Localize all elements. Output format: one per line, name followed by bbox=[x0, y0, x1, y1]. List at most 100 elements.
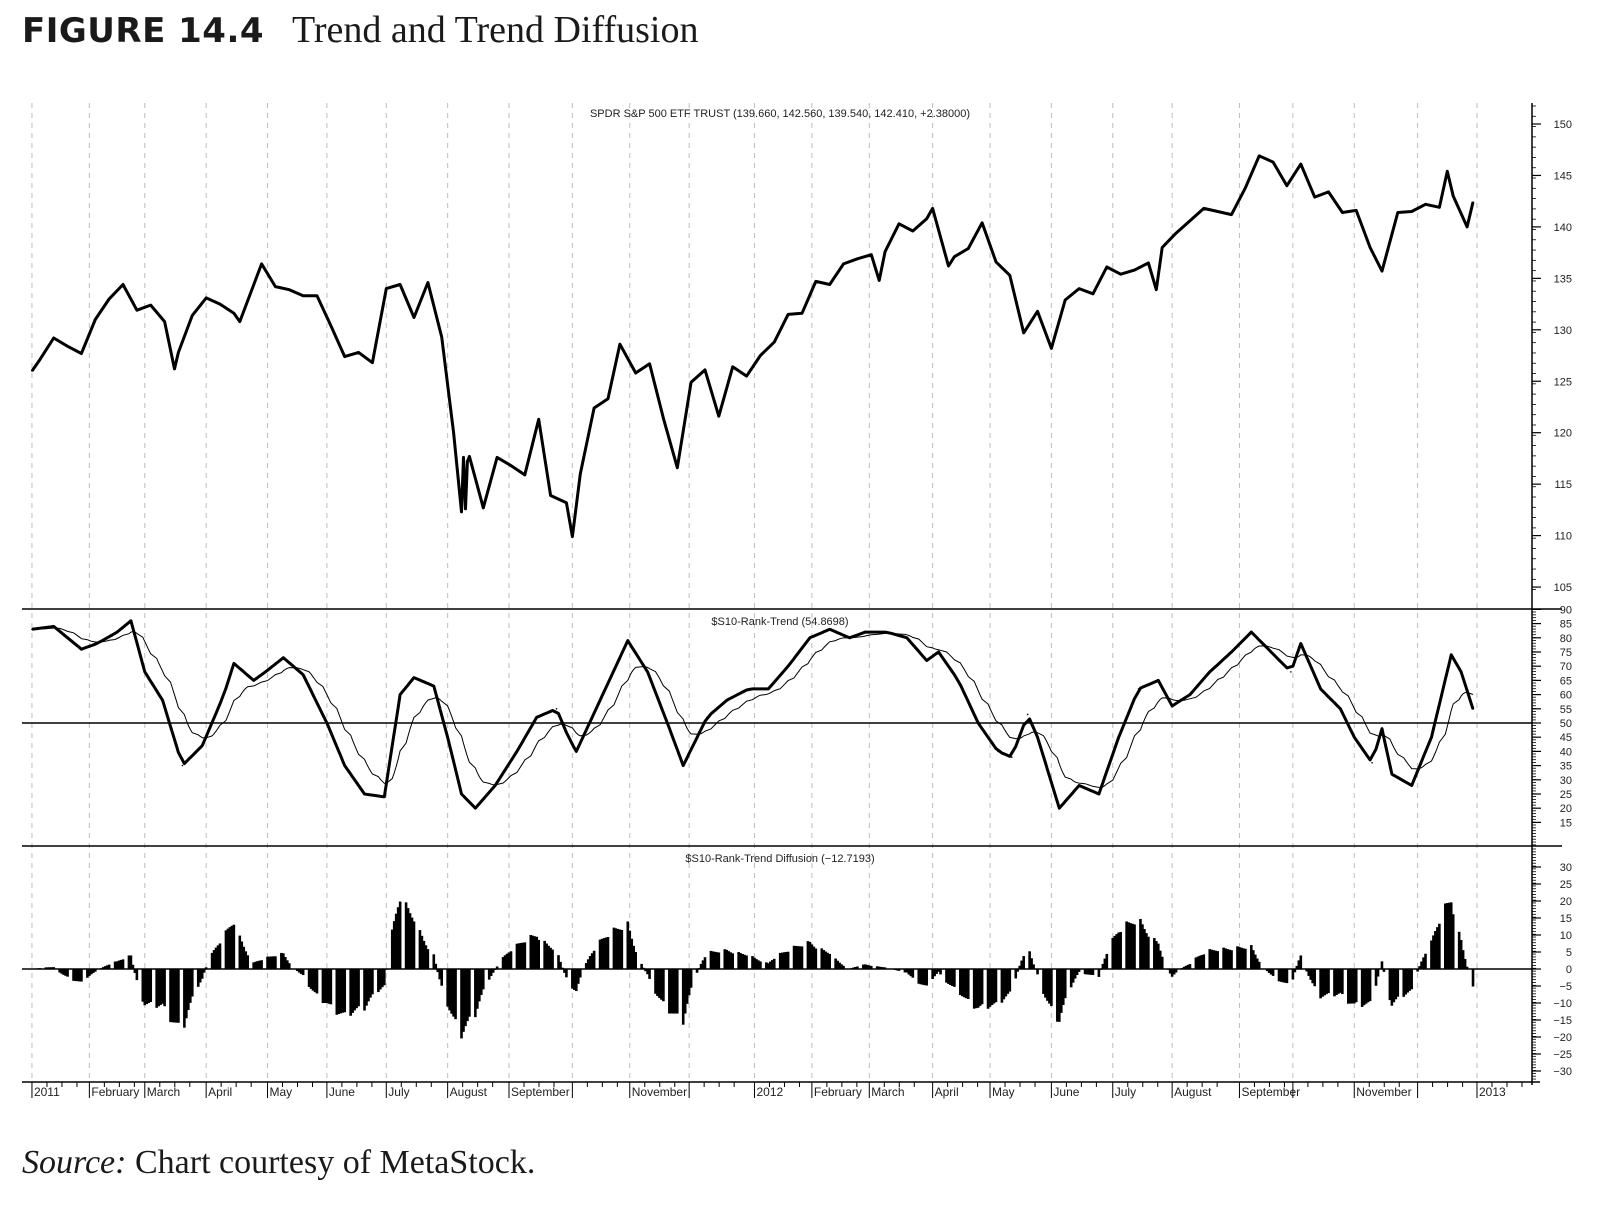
diffusion-bar bbox=[1337, 969, 1340, 994]
diffusion-bar bbox=[634, 951, 638, 969]
diffusion-bar bbox=[895, 969, 899, 971]
price-panel: SPDR S&P 500 ETF TRUST (139.660, 142.560… bbox=[30, 108, 1475, 539]
rank-trend-point bbox=[31, 628, 33, 631]
diffusion-bar bbox=[210, 952, 214, 969]
diffusion-bar bbox=[976, 969, 980, 1008]
price-point bbox=[413, 316, 415, 319]
price-point bbox=[462, 456, 465, 459]
price-point bbox=[1189, 219, 1191, 222]
diffusion-bar bbox=[533, 936, 537, 969]
price-point bbox=[260, 263, 263, 265]
diffusion-bar bbox=[1046, 969, 1049, 1001]
x-tick-label: September bbox=[1241, 1085, 1300, 1099]
diffusion-bar bbox=[923, 969, 927, 986]
rank-trend-point bbox=[201, 744, 203, 747]
x-tick-label: August bbox=[450, 1085, 488, 1099]
diffusion-bar bbox=[183, 969, 186, 1028]
rank-trend-point bbox=[52, 625, 55, 628]
diffusion-bar bbox=[1018, 965, 1022, 969]
y-tick-label: 0 bbox=[1566, 964, 1572, 976]
diffusion-bar bbox=[1307, 969, 1311, 976]
diffusion-bar bbox=[1198, 955, 1202, 969]
price-point bbox=[731, 366, 734, 368]
diffusion-bar bbox=[917, 969, 921, 984]
diffusion-bar bbox=[883, 967, 887, 969]
diffusion-bar bbox=[780, 952, 784, 969]
x-tick-label: April bbox=[208, 1085, 232, 1099]
rank-trend-line bbox=[31, 619, 1475, 810]
x-tick-label: November bbox=[1356, 1085, 1411, 1099]
x-tick-label: November bbox=[632, 1085, 687, 1099]
diffusion-bar bbox=[481, 969, 485, 990]
diffusion-bar bbox=[1430, 940, 1433, 969]
diffusion-bar bbox=[1382, 969, 1386, 972]
diffusion-bar bbox=[1418, 966, 1421, 969]
diffusion-bar bbox=[260, 960, 263, 969]
diffusion-bar bbox=[875, 966, 879, 969]
diffusion-bar bbox=[881, 967, 885, 969]
price-point bbox=[52, 337, 55, 339]
diffusion-bar bbox=[301, 969, 305, 976]
diffusion-bar bbox=[1133, 924, 1136, 969]
diffusion-bar bbox=[1119, 932, 1122, 969]
diffusion-bar bbox=[115, 961, 119, 969]
y-tick-label: 130 bbox=[1554, 325, 1572, 337]
diffusion-bar bbox=[476, 969, 479, 1009]
price-point bbox=[1161, 246, 1164, 249]
diffusion-bar bbox=[612, 927, 616, 969]
diffusion-bar bbox=[1368, 969, 1372, 1002]
diffusion-bar bbox=[1341, 969, 1344, 995]
diffusion-bar bbox=[1376, 969, 1380, 977]
diffusion-bar bbox=[672, 969, 675, 1014]
rank-trend-point bbox=[116, 631, 118, 633]
diffusion-bar bbox=[782, 952, 786, 969]
x-tick-label: February bbox=[814, 1085, 862, 1099]
diffusion-panel-title: $S10-Rank-Trend Diffusion (−12.7193) bbox=[685, 853, 874, 865]
y-tick-label: 90 bbox=[1560, 604, 1572, 616]
diffusion-bar bbox=[119, 959, 123, 969]
rank-trend-point bbox=[886, 631, 888, 633]
diffusion-bar bbox=[38, 968, 42, 969]
diffusion-bar bbox=[1347, 969, 1350, 1004]
price-point bbox=[460, 511, 463, 513]
diffusion-bar bbox=[293, 969, 297, 970]
diffusion-bar bbox=[349, 969, 352, 1016]
rank-trend-point bbox=[446, 736, 449, 738]
diffusion-bar bbox=[1364, 969, 1368, 1004]
price-point bbox=[1472, 201, 1474, 203]
diffusion-bar bbox=[723, 949, 727, 969]
diffusion-bar bbox=[812, 946, 816, 969]
diffusion-bar bbox=[422, 940, 426, 969]
diffusion-bar bbox=[662, 969, 665, 1002]
price-point bbox=[1424, 203, 1427, 206]
diffusion-bar bbox=[907, 969, 911, 975]
diffusion-bar bbox=[88, 969, 91, 976]
price-point bbox=[1050, 347, 1053, 350]
diffusion-bar bbox=[576, 969, 580, 984]
diffusion-panel: $S10-Rank-Trend Diffusion (−12.7193) bbox=[22, 853, 1532, 1039]
diffusion-bar bbox=[311, 969, 315, 991]
price-point bbox=[912, 230, 914, 232]
diffusion-bar bbox=[715, 952, 719, 969]
x-tick-label: June bbox=[329, 1085, 355, 1099]
diffusion-bar bbox=[1305, 969, 1309, 972]
diffusion-bar bbox=[1210, 949, 1214, 969]
price-point bbox=[385, 287, 388, 290]
diffusion-bar bbox=[1378, 968, 1382, 969]
price-point bbox=[316, 295, 318, 297]
diffusion-bar bbox=[826, 952, 830, 969]
diffusion-bar bbox=[177, 969, 180, 1023]
diffusion-bar bbox=[325, 969, 329, 1003]
price-panel-title: SPDR S&P 500 ETF TRUST (139.660, 142.560… bbox=[590, 108, 970, 120]
diffusion-bar bbox=[778, 952, 782, 969]
price-point bbox=[219, 303, 221, 305]
price-point bbox=[1216, 210, 1219, 213]
diffusion-bar bbox=[1434, 930, 1437, 969]
diffusion-bar bbox=[1143, 929, 1146, 969]
diffusion-bar bbox=[1087, 969, 1091, 975]
diffusion-bar bbox=[1352, 969, 1356, 1004]
diffusion-bar bbox=[1228, 949, 1231, 969]
diffusion-bar bbox=[1291, 969, 1295, 980]
price-point bbox=[878, 279, 880, 282]
diffusion-bar bbox=[616, 928, 620, 969]
